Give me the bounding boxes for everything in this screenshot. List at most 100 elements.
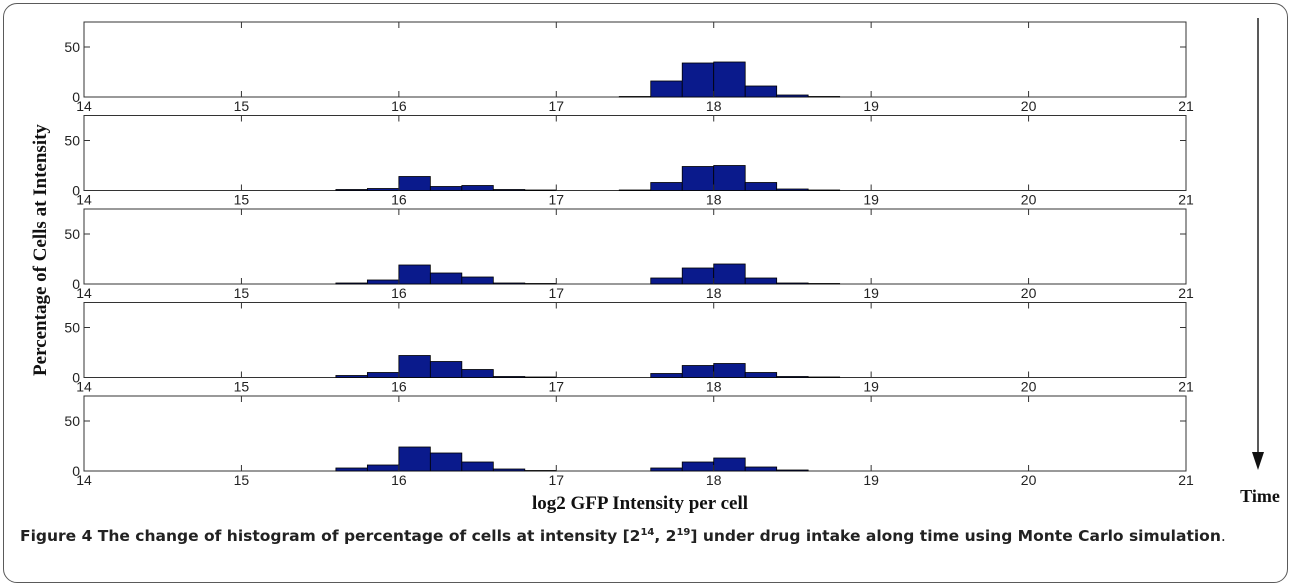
- histogram-bar: [366, 188, 400, 191]
- x-tick-label: 15: [234, 285, 250, 301]
- x-tick-label: 19: [863, 98, 879, 114]
- histogram-bar: [713, 165, 746, 191]
- histogram-bar: [744, 372, 778, 378]
- histogram-bar: [429, 272, 463, 285]
- time-arrow-head: [1252, 452, 1264, 470]
- histogram-bar: [807, 189, 841, 191]
- histogram-bar: [776, 376, 809, 378]
- y-tick-label: 0: [72, 370, 80, 386]
- x-tick-label: 19: [863, 192, 879, 208]
- figure-frame: [3, 3, 1288, 583]
- x-tick-label: 16: [391, 192, 407, 208]
- caption-text-before: The change of histogram of percentage of…: [92, 527, 641, 545]
- y-axis-label: Percentage of Cells at Intensity: [30, 124, 51, 376]
- histogram-bar: [429, 361, 463, 378]
- x-tick-label: 14: [76, 285, 92, 301]
- histogram-bar: [650, 182, 683, 191]
- histogram-bar: [681, 62, 715, 98]
- histogram-bar: [398, 264, 431, 285]
- histogram-bar: [492, 468, 526, 472]
- y-tick-label: 50: [64, 413, 80, 429]
- x-tick-label: 17: [548, 192, 564, 208]
- y-tick-label: 50: [64, 133, 80, 149]
- histogram-bar: [335, 282, 368, 285]
- x-tick-label: 17: [548, 285, 564, 301]
- x-tick-label: 17: [548, 98, 564, 114]
- histogram-bar: [744, 182, 778, 191]
- x-tick-label: 14: [76, 192, 92, 208]
- x-tick-label: 20: [1021, 98, 1037, 114]
- x-axis-label: log2 GFP Intensity per cell: [532, 493, 748, 514]
- histogram-bar: [429, 186, 463, 191]
- y-tick-label: 0: [72, 276, 80, 292]
- x-tick-label: 14: [76, 379, 92, 395]
- x-tick-label: 16: [391, 472, 407, 488]
- x-tick-label: 16: [391, 379, 407, 395]
- y-tick-label: 0: [72, 463, 80, 479]
- histogram-bar: [335, 375, 368, 378]
- x-tick-label: 21: [1178, 285, 1194, 301]
- histogram-bar: [461, 185, 494, 191]
- x-tick-label: 15: [234, 192, 250, 208]
- panel-frame: [83, 395, 1187, 472]
- histogram-bar: [461, 276, 494, 285]
- histogram-bar: [524, 189, 557, 191]
- x-tick-label: 15: [234, 379, 250, 395]
- histogram-bar: [713, 61, 746, 98]
- x-tick-label: 21: [1178, 98, 1194, 114]
- x-tick-label: 15: [234, 472, 250, 488]
- x-tick-label: 18: [706, 98, 722, 114]
- caption-text-mid: , 2: [654, 527, 677, 545]
- histogram-bar: [366, 279, 400, 285]
- x-tick-label: 20: [1021, 472, 1037, 488]
- x-tick-label: 20: [1021, 285, 1037, 301]
- x-tick-label: 20: [1021, 192, 1037, 208]
- x-tick-label: 19: [863, 472, 879, 488]
- histogram-bar: [713, 457, 746, 472]
- histogram-panel: 14 15 16 17 18 19 20 21 0 50: [64, 115, 1194, 208]
- histogram-bar: [335, 467, 368, 472]
- figure-label: Figure 4: [20, 527, 93, 545]
- histogram-bar: [492, 282, 526, 285]
- panel-frame: [83, 21, 1187, 98]
- histogram-bar: [524, 376, 557, 378]
- histogram-bar: [681, 365, 715, 378]
- histogram-chart: 14 15 16 17 18 19 20 21 0 50 14 15 16 17 18 19 20 21 0 50 14…: [30, 18, 1280, 514]
- histogram-bar: [681, 461, 715, 472]
- y-tick-label: 50: [64, 39, 80, 55]
- x-tick-label: 16: [391, 98, 407, 114]
- y-tick-label: 50: [64, 320, 80, 336]
- histogram-bar: [398, 355, 431, 378]
- caption-end: .: [1220, 527, 1226, 545]
- x-tick-label: 21: [1178, 379, 1194, 395]
- histogram-bar: [650, 277, 683, 285]
- caption-text-after: ] under drug intake along time using Mon…: [690, 527, 1221, 545]
- histogram-bar: [398, 446, 431, 472]
- histogram-bar: [524, 470, 557, 472]
- y-tick-label: 50: [64, 226, 80, 242]
- histogram-bar: [335, 189, 368, 191]
- histogram-panel: 14 15 16 17 18 19 20 21 0 50: [64, 208, 1194, 301]
- histogram-bar: [807, 96, 841, 98]
- histogram-bar: [650, 467, 683, 472]
- histogram-bar: [776, 188, 809, 191]
- x-tick-label: 17: [548, 472, 564, 488]
- histogram-panel: 14 15 16 17 18 19 20 21 0 50: [64, 395, 1194, 488]
- histogram-bar: [713, 263, 746, 285]
- histogram-bar: [776, 94, 809, 98]
- caption-sup-1: 14: [640, 526, 655, 538]
- histogram-bar: [366, 372, 400, 378]
- histogram-bar: [776, 282, 809, 285]
- histogram-bar: [744, 277, 778, 285]
- histogram-bar: [650, 373, 683, 378]
- histogram-panel: 14 15 16 17 18 19 20 21 0 50: [64, 21, 1194, 114]
- panel-frame: [83, 208, 1187, 285]
- histogram-bar: [681, 267, 715, 285]
- x-tick-label: 16: [391, 285, 407, 301]
- histogram-bar: [461, 461, 494, 472]
- x-tick-label: 21: [1178, 472, 1194, 488]
- histogram-bar: [744, 466, 778, 472]
- histogram-bar: [492, 376, 526, 378]
- x-tick-label: 18: [706, 472, 722, 488]
- x-tick-label: 20: [1021, 379, 1037, 395]
